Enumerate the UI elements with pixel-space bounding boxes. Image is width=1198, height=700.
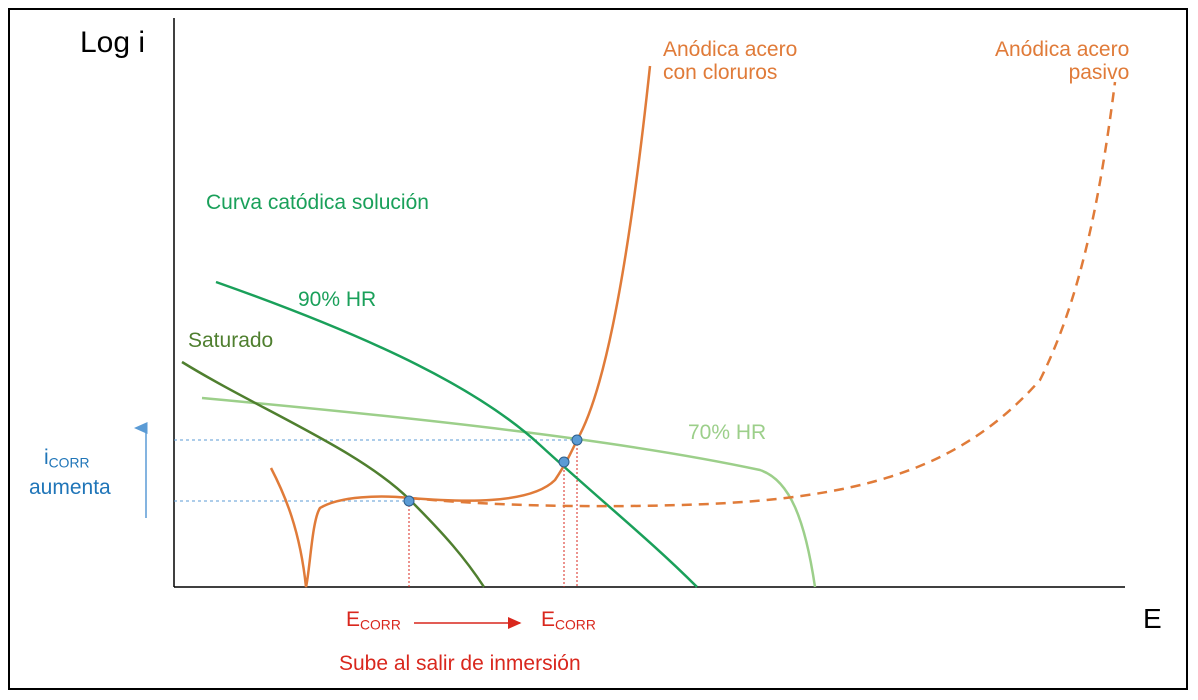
curve-90hr: [215, 280, 698, 588]
curve-anodic-passive: [409, 81, 1117, 508]
icorr-increase-label: aumenta: [29, 476, 111, 499]
x-axis-label: E: [1143, 603, 1162, 634]
ecorr-label-2: ECORR: [541, 608, 596, 633]
intersection-point-90hr: [558, 456, 570, 468]
intersection-point-saturado: [403, 495, 415, 507]
ecorr-main-1: E: [346, 608, 361, 631]
rise-label: Sube al salir de inmersión: [339, 652, 581, 675]
label-70hr: 70% HR: [688, 421, 767, 444]
ecorr-sub-1: CORR: [360, 616, 401, 633]
icorr-label: iCORR: [44, 446, 89, 471]
icorr-sub: CORR: [48, 454, 90, 471]
curve-anodic-chlorides: [269, 65, 652, 588]
intersection-point-70hr: [571, 434, 583, 446]
curve-70hr: [201, 396, 817, 588]
figure-frame: [8, 8, 1188, 690]
ecorr-label-1: ECORR: [346, 608, 401, 633]
label-anodic-chlorides: Anódica acero con cloruros: [663, 38, 798, 85]
ecorr-sub-2: CORR: [555, 616, 596, 633]
label-anodic-passive: Anódica acero pasivo: [995, 38, 1130, 85]
label-90hr: 90% HR: [298, 288, 377, 311]
y-axis-label: Log i: [80, 26, 146, 59]
icorr-main: i: [44, 446, 49, 469]
label-cathodic-title: Curva catódica solución: [206, 191, 429, 214]
label-saturado: Saturado: [188, 329, 274, 352]
curve-saturado: [181, 360, 486, 588]
ecorr-main-2: E: [541, 608, 556, 631]
